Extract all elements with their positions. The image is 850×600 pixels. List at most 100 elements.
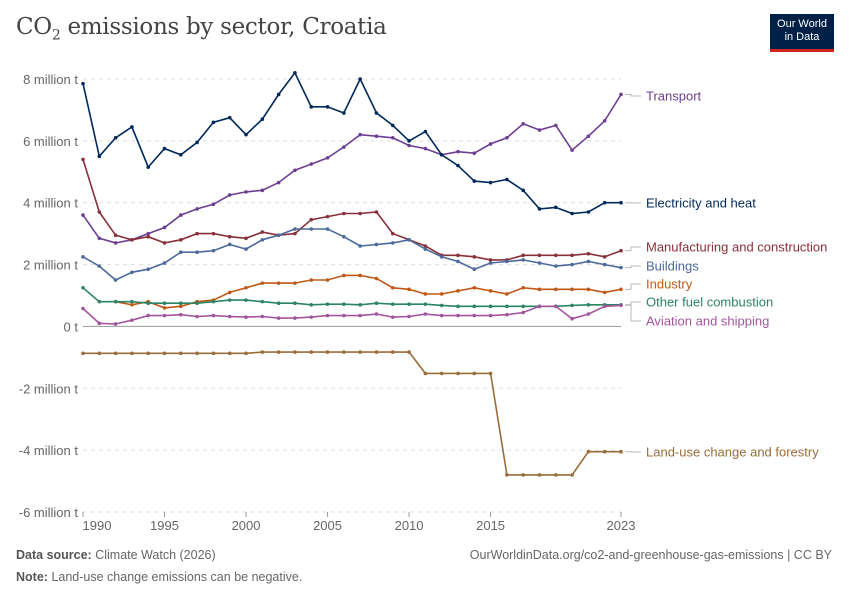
series-line: [82, 287, 621, 308]
data-point: [113, 278, 118, 282]
data-point: [130, 238, 134, 242]
data-point: [244, 315, 248, 319]
data-point: [374, 312, 379, 316]
data-point: [260, 350, 265, 354]
data-point: [358, 350, 362, 354]
data-point: [423, 129, 428, 134]
data-point: [309, 227, 314, 231]
data-point: [374, 301, 379, 306]
data-point: [130, 125, 134, 129]
label-connector: [625, 246, 641, 252]
data-point: [309, 278, 314, 282]
data-point: [358, 132, 362, 137]
data-point: [244, 285, 248, 290]
data-point: [260, 281, 265, 285]
data-point: [162, 225, 167, 230]
y-tick-label: 2 million t: [23, 258, 78, 273]
data-point: [276, 350, 281, 354]
data-point: [227, 298, 232, 302]
data-point: [602, 304, 607, 309]
data-point: [505, 259, 509, 264]
data-point: [130, 270, 134, 275]
data-point: [407, 302, 411, 306]
data-point: [602, 255, 607, 259]
data-point: [276, 281, 281, 285]
data-point: [325, 302, 330, 306]
data-point: [472, 285, 477, 290]
y-tick-label: 8 million t: [23, 72, 78, 87]
data-point: [293, 301, 297, 306]
data-point: [97, 236, 102, 241]
data-point: [570, 473, 574, 477]
data-point: [179, 213, 183, 217]
data-point: [553, 123, 558, 128]
data-point: [521, 122, 525, 126]
data-point: [325, 227, 330, 231]
data-point: [374, 134, 379, 139]
data-point: [488, 180, 493, 185]
data-point: [602, 262, 607, 267]
title-text-rest: emissions by sector, Croatia: [60, 14, 387, 40]
data-point: [570, 303, 574, 308]
owid-logo[interactable]: Our World in Data: [770, 14, 834, 52]
data-point: [97, 210, 102, 214]
data-point: [113, 233, 118, 237]
data-point: [472, 304, 477, 309]
series-line: [82, 94, 622, 244]
data-point: [260, 314, 265, 319]
data-point: [619, 200, 623, 205]
data-point: [407, 238, 411, 242]
label-connector: [625, 265, 641, 269]
data-point: [390, 231, 395, 236]
data-point: [146, 231, 151, 236]
data-point: [97, 154, 102, 159]
data-point: [586, 251, 591, 256]
data-point: [179, 304, 183, 309]
data-point: [521, 188, 525, 193]
data-point: [374, 350, 379, 354]
data-point: [586, 449, 591, 454]
data-point: [227, 234, 232, 239]
data-point: [537, 128, 542, 132]
data-point: [439, 292, 444, 296]
data-point: [211, 299, 216, 304]
data-point: [537, 207, 542, 211]
series-line: [83, 351, 621, 476]
label-connector: [625, 304, 641, 322]
data-point: [423, 312, 428, 316]
data-point: [390, 241, 395, 245]
data-point: [260, 230, 265, 234]
data-point: [358, 244, 362, 248]
data-point: [472, 371, 477, 376]
data-point: [162, 306, 167, 310]
data-point: [342, 302, 346, 306]
series-line: [82, 228, 622, 281]
data-point: [244, 132, 248, 137]
data-point: [146, 313, 151, 318]
data-point: [195, 351, 199, 356]
data-point: [423, 247, 428, 251]
data-point: [586, 287, 591, 292]
source-text: Climate Watch (2026): [95, 548, 216, 562]
data-point: [423, 146, 428, 151]
data-point: [456, 371, 460, 376]
data-point: [81, 255, 85, 259]
data-source: Data source: Climate Watch (2026): [16, 548, 216, 562]
data-point: [179, 351, 183, 356]
series-buildings: Buildings: [81, 227, 699, 282]
data-point: [505, 304, 509, 309]
data-point: [570, 211, 574, 216]
chart-title: CO2 emissions by sector, Croatia: [16, 14, 387, 44]
series-manufacturing-and-construction: Manufacturing and construction: [81, 157, 827, 262]
data-point: [113, 241, 118, 245]
data-point: [211, 248, 216, 253]
data-point: [309, 315, 314, 319]
data-point: [162, 351, 167, 356]
data-point: [342, 211, 346, 216]
data-point: [570, 262, 574, 267]
data-point: [244, 298, 248, 302]
data-point: [276, 301, 281, 306]
data-point: [211, 120, 216, 125]
source-url[interactable]: OurWorldinData.org/co2-and-greenhouse-ga…: [469, 548, 832, 562]
